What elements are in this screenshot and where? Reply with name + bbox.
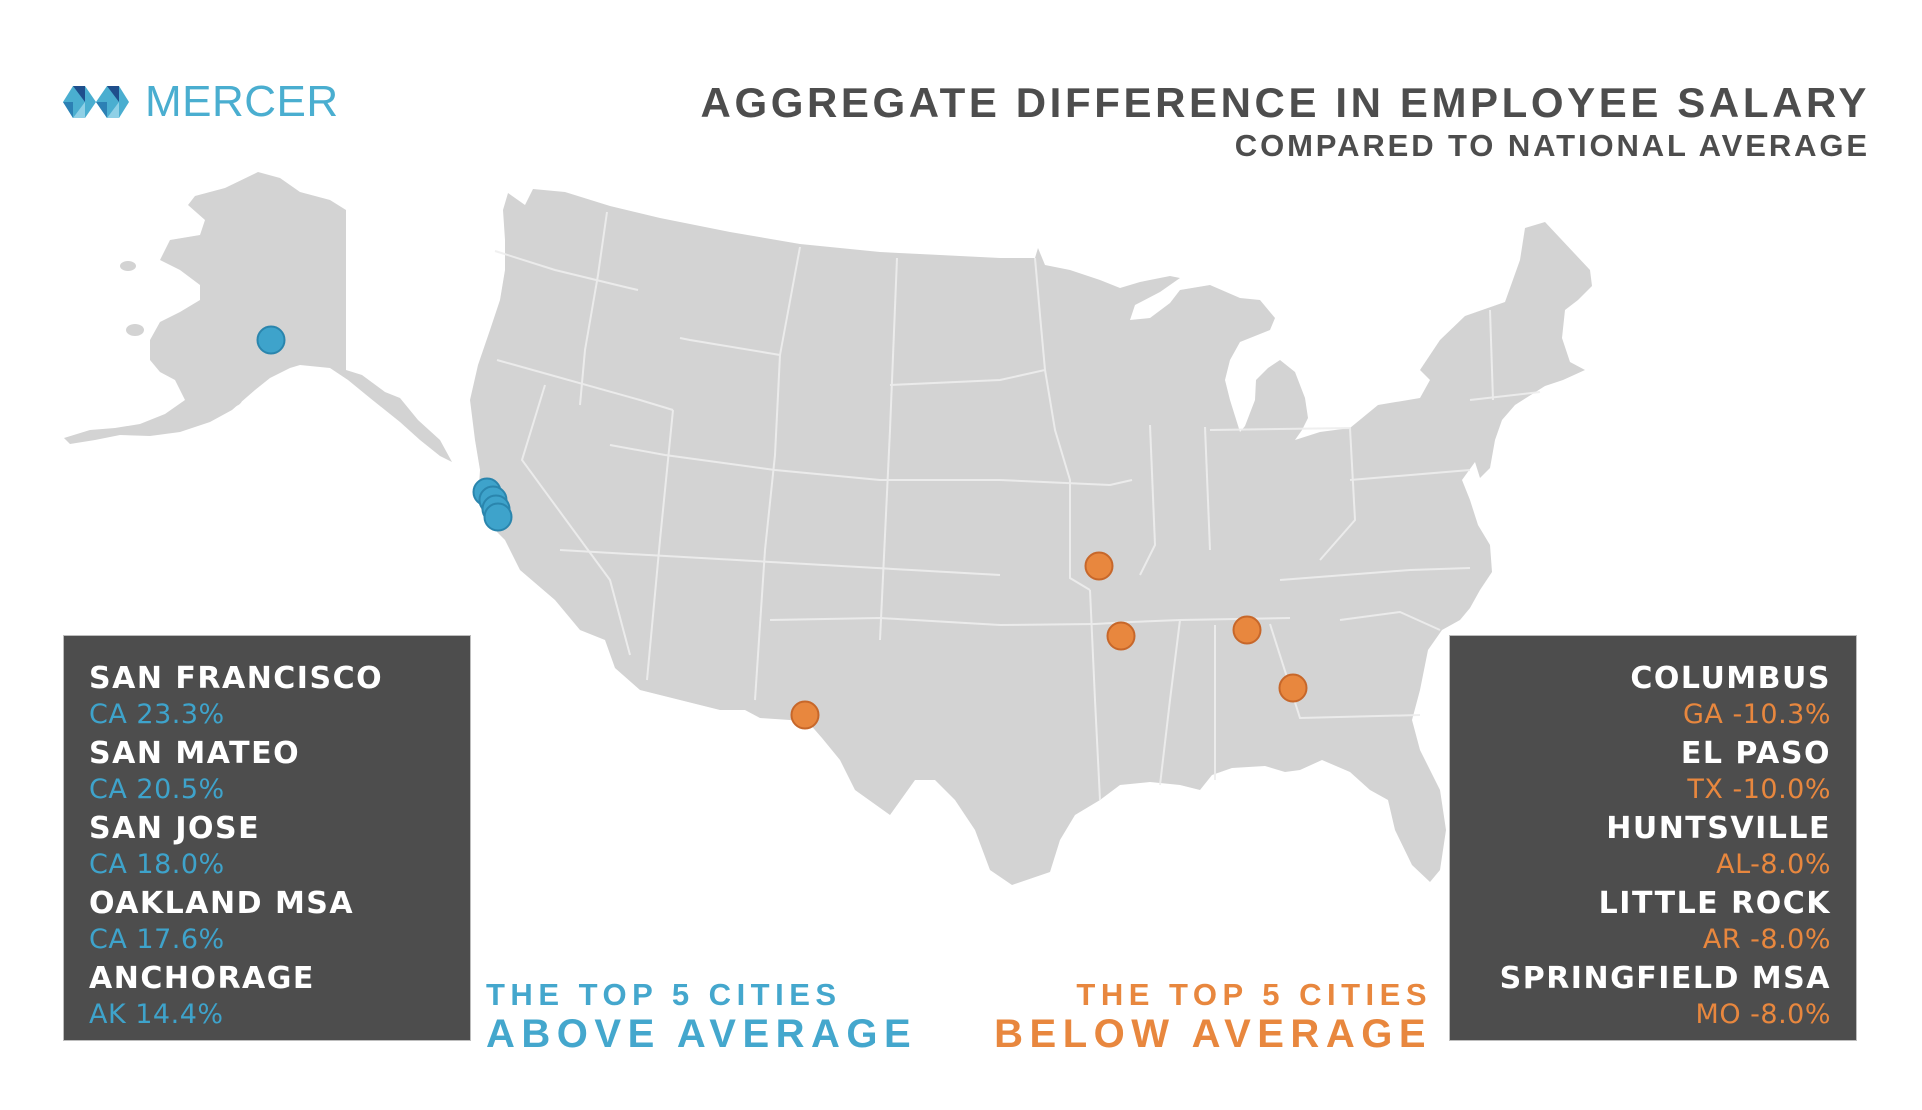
- city-value: GA -10.3%: [1683, 699, 1831, 730]
- title-subtitle: COMPARED TO NATIONAL AVERAGE: [1234, 128, 1870, 163]
- city-entry: SPRINGFIELD MSA MO -8.0%: [1475, 960, 1831, 1032]
- city-value: CA 20.5%: [89, 774, 225, 805]
- city-marker-icon: [256, 325, 286, 355]
- city-marker-icon: [1084, 551, 1114, 581]
- state-borders: [494, 211, 1541, 801]
- city-name: SAN MATEO: [89, 736, 301, 771]
- city-entry: OAKLAND MSA CA 17.6%: [89, 885, 445, 957]
- city-marker-icon: [1232, 615, 1262, 645]
- city-entry: COLUMBUS GA -10.3%: [1475, 660, 1831, 732]
- city-name: SAN JOSE: [89, 811, 261, 846]
- city-name: EL PASO: [1680, 736, 1831, 771]
- caption-line2: ABOVE AVERAGE: [486, 1012, 918, 1056]
- city-value: AR -8.0%: [1702, 924, 1831, 955]
- city-entry: SAN FRANCISCO CA 23.3%: [89, 660, 445, 732]
- below-average-panel: COLUMBUS GA -10.3% EL PASO TX -10.0% HUN…: [1449, 635, 1857, 1041]
- city-entry: HUNTSVILLE AL-8.0%: [1475, 810, 1831, 882]
- city-value: TX -10.0%: [1687, 774, 1831, 805]
- above-average-panel: SAN FRANCISCO CA 23.3% SAN MATEO CA 20.5…: [63, 635, 471, 1041]
- city-name: SAN FRANCISCO: [89, 661, 384, 696]
- city-name: LITTLE ROCK: [1598, 886, 1831, 921]
- caption-line1: THE TOP 5 CITIES: [486, 977, 842, 1012]
- caption-line1: THE TOP 5 CITIES: [1076, 977, 1432, 1012]
- city-value: CA 23.3%: [89, 699, 225, 730]
- city-value: CA 18.0%: [89, 849, 225, 880]
- city-name: HUNTSVILLE: [1606, 811, 1831, 846]
- city-entry: SAN MATEO CA 20.5%: [89, 735, 445, 807]
- city-name: OAKLAND MSA: [89, 886, 355, 921]
- city-name: SPRINGFIELD MSA: [1499, 961, 1831, 996]
- city-entry: LITTLE ROCK AR -8.0%: [1475, 885, 1831, 957]
- city-value: AL-8.0%: [1716, 849, 1831, 880]
- city-entry: EL PASO TX -10.0%: [1475, 735, 1831, 807]
- city-marker-icon: [1278, 673, 1308, 703]
- city-name: COLUMBUS: [1630, 661, 1831, 696]
- brand-name: MERCER: [145, 77, 339, 126]
- city-entry: ANCHORAGE AK 14.4%: [89, 960, 445, 1032]
- title-main: AGGREGATE DIFFERENCE IN EMPLOYEE SALARY: [700, 79, 1870, 126]
- city-value: MO -8.0%: [1695, 999, 1831, 1030]
- city-marker-icon: [790, 700, 820, 730]
- city-marker-icon: [483, 502, 513, 532]
- city-entry: SAN JOSE CA 18.0%: [89, 810, 445, 882]
- caption-line2: BELOW AVERAGE: [994, 1012, 1432, 1056]
- alaska-shape: [64, 172, 452, 462]
- page-title: AGGREGATE DIFFERENCE IN EMPLOYEE SALARY …: [701, 80, 1870, 166]
- city-value: CA 17.6%: [89, 924, 225, 955]
- contiguous-us-shape: [470, 189, 1592, 885]
- city-value: AK 14.4%: [89, 999, 224, 1030]
- below-average-caption: THE TOP 5 CITIES BELOW AVERAGE: [994, 976, 1432, 1054]
- city-name: ANCHORAGE: [89, 961, 315, 996]
- mercer-logo: MERCER: [63, 77, 339, 126]
- city-marker-icon: [1106, 621, 1136, 651]
- mercer-logo-icon: [63, 86, 129, 118]
- above-average-caption: THE TOP 5 CITIES ABOVE AVERAGE: [486, 976, 917, 1054]
